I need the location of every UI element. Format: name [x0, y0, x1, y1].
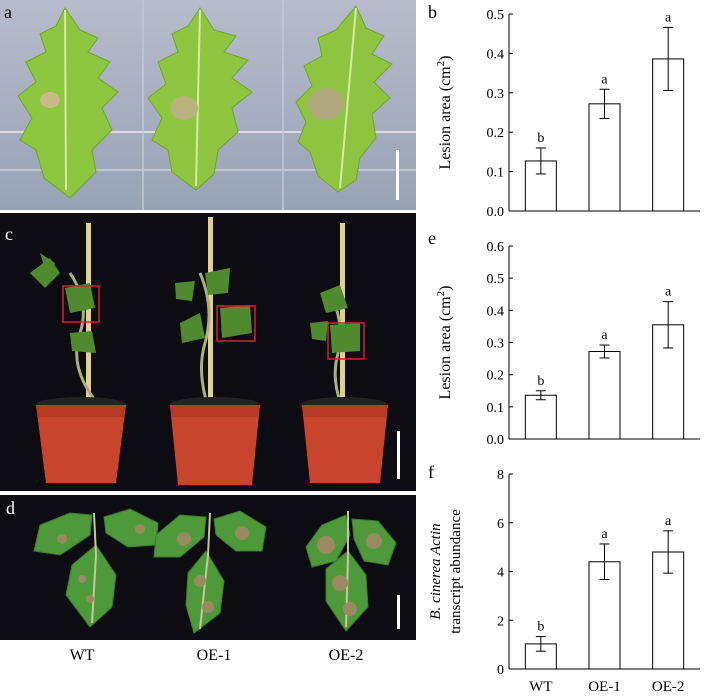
y-axis-label-line1-f: B. cinerea Actin — [428, 523, 444, 619]
pot-oe2 — [300, 397, 388, 483]
y-tick-label-b: 0.1 — [487, 166, 505, 181]
panel-label-c: c — [5, 224, 13, 244]
sig-letter-f-2: a — [665, 514, 672, 529]
y-tick-label-e: 0.5 — [487, 272, 505, 287]
x-tick-label-f-1: OE-1 — [588, 679, 621, 692]
photo-panel-d: d — [0, 495, 416, 640]
panel-label-d: d — [6, 498, 15, 518]
sig-letter-b-2: a — [665, 10, 672, 25]
y-tick-label-f: 2 — [497, 614, 504, 629]
sig-letter-e-1: a — [601, 328, 608, 343]
bar-e-1 — [588, 351, 621, 440]
y-tick-label-b: 0.3 — [487, 87, 505, 102]
scale-bar-d — [397, 595, 400, 629]
leaf-oe1-a — [147, 7, 253, 191]
group-label-oe2: OE-2 — [328, 647, 364, 664]
scale-bar-c — [397, 431, 400, 479]
pot-oe1 — [169, 397, 261, 485]
bar-b-1 — [588, 103, 621, 212]
y-tick-label-e: 0.2 — [487, 369, 505, 384]
sig-letter-b-1: a — [601, 72, 608, 87]
chart-b: 0.0 0.1 0.2 0.3 0.4 0.5 b a a Lesion area (cm2) — [420, 0, 709, 222]
panel-label-f: f — [428, 462, 434, 482]
x-tick-label-f-2: OE-2 — [652, 679, 685, 692]
panel-label-e: e — [428, 228, 436, 248]
bar-e-0 — [524, 394, 557, 440]
leaf-oe2-a — [295, 5, 393, 193]
y-tick-label-e: 0.1 — [487, 401, 505, 416]
y-tick-label-f: 6 — [497, 517, 504, 532]
scale-bar-a — [396, 150, 399, 200]
y-tick-label-b: 0.0 — [487, 205, 505, 220]
sig-letter-b-0: b — [537, 131, 544, 146]
sig-letter-e-0: b — [537, 374, 544, 389]
y-axis-label-line2-f: transcript abundance — [448, 509, 464, 634]
y-axis-label-b: Lesion area (cm2) — [435, 56, 454, 170]
x-tick-label-f-0: WT — [529, 679, 552, 692]
chart-e: 0.0 0.1 0.2 0.3 0.4 0.5 0.6 b a a Lesion area (cm2… — [420, 230, 709, 452]
y-tick-label-e: 0.0 — [487, 433, 505, 448]
y-tick-label-b: 0.5 — [487, 8, 505, 23]
photo-panel-a: a — [0, 0, 416, 210]
panel-label-b: b — [428, 2, 437, 22]
group-label-wt: WT — [69, 647, 95, 664]
y-tick-label-f: 4 — [497, 566, 504, 581]
y-tick-label-f: 0 — [497, 663, 504, 678]
y-tick-label-e: 0.3 — [487, 337, 505, 352]
sig-letter-e-2: a — [665, 285, 672, 300]
group-label-oe1: OE-1 — [196, 647, 232, 664]
y-axis-label-e: Lesion area (cm2) — [435, 286, 454, 400]
y-tick-label-b: 0.4 — [487, 47, 505, 62]
y-tick-label-f: 8 — [497, 468, 504, 483]
y-tick-label-b: 0.2 — [487, 126, 505, 141]
photo-panel-c: c — [0, 213, 416, 491]
leaf-wt-a — [17, 7, 119, 199]
sig-letter-f-1: a — [601, 527, 608, 542]
chart-f: 0 2 4 6 8 b WT a OE-1 a OE-2 B. cinerea Actin transc… — [420, 460, 709, 695]
y-tick-label-e: 0.6 — [487, 240, 505, 255]
panel-label-a: a — [4, 2, 12, 22]
y-tick-label-e: 0.4 — [487, 304, 505, 319]
sig-letter-f-0: b — [537, 620, 544, 635]
pot-wt — [35, 397, 127, 483]
